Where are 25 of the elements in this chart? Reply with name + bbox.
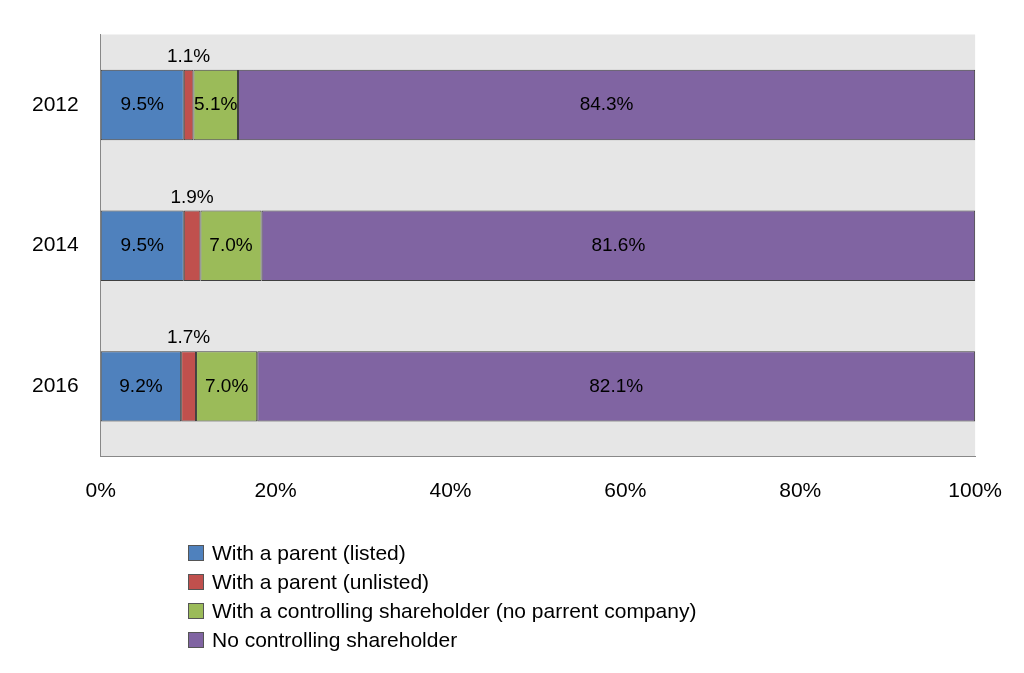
x-tick-label: 80% [779,478,822,502]
legend-label: With a controlling shareholder (no parrent company) [212,598,697,623]
y-tick-label: 2014 [32,232,80,256]
x-tick-label: 0% [85,478,116,502]
data-label: 82.1% [589,374,644,396]
y-tick-label: 2016 [32,373,79,397]
data-label: 9.5% [120,233,165,255]
y-tick-label: 2012 [32,91,79,115]
data-label: 84.3% [579,93,634,115]
data-label: 7.0% [204,374,249,396]
legend-label: No controlling shareholder [212,627,458,652]
legend-label: With a parent (unlisted) [212,569,430,594]
x-tick-label: 60% [604,478,647,502]
x-tick-label: 20% [254,478,297,502]
data-label: 1.9% [170,185,214,207]
data-label: 1.1% [166,45,211,67]
legend-label: With a parent (listed) [212,540,406,565]
data-label: 1.7% [166,326,211,348]
data-label: 7.0% [209,233,253,255]
data-label: 81.6% [591,233,646,255]
data-label: 9.2% [119,374,163,396]
x-tick-label: 100% [948,478,1002,502]
data-label: 9.5% [120,93,165,115]
x-tick-label: 40% [429,478,472,502]
data-label: 5.1% [194,93,238,115]
